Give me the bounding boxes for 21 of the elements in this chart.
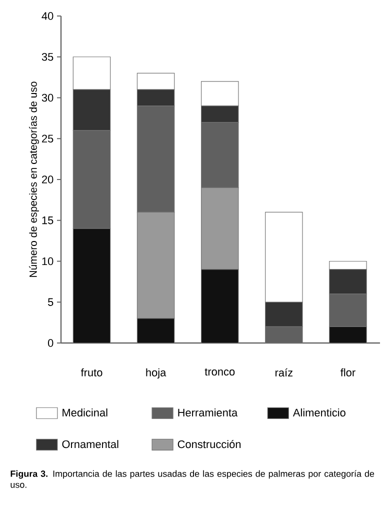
legend-label: Ornamental (62, 440, 118, 448)
legend-label: Herramienta (178, 408, 238, 416)
y-tick-label: 5 (48, 298, 54, 306)
x-tick-label: raíz (276, 368, 293, 377)
x-tick-label: fruto (80, 368, 102, 376)
y-tick-label: 40 (42, 12, 54, 20)
legend-label: Alimenticio (292, 408, 346, 416)
y-tick-label: 15 (42, 216, 54, 224)
x-tick-label: flor (340, 368, 356, 376)
y-tick-label: 30 (42, 94, 54, 102)
legend-label: Medicinal (62, 408, 108, 416)
legend-label: Construcción (178, 440, 241, 448)
y-tick-label: 35 (42, 53, 54, 61)
text: Figura 3. Importancia de las partes usadas de las especies de palmeras por categoría de uso. (10, 470, 374, 488)
x-tick-label: hoja (146, 368, 166, 379)
y-axis-title: Número de especies en categorías de uso (29, 82, 39, 277)
y-tick-label: 20 (42, 176, 54, 184)
x-tick-label: tronco (204, 368, 235, 376)
y-tick-label: 0 (48, 339, 54, 347)
y-tick-label: 10 (42, 257, 54, 266)
y-tick-label: 25 (42, 134, 54, 143)
